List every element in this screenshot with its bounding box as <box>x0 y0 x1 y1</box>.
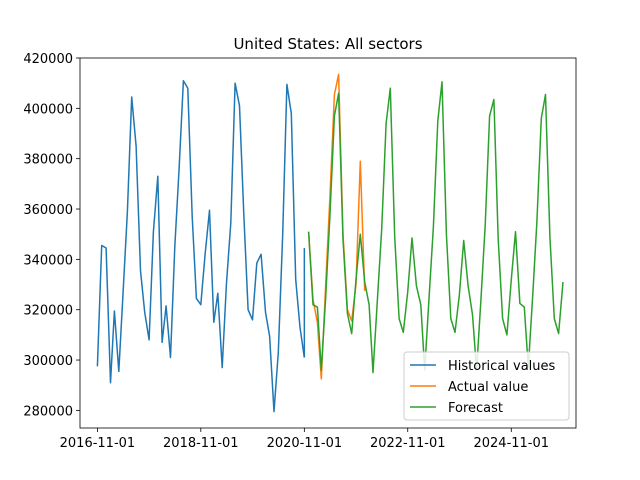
y-tick-label: 360000 <box>23 203 73 218</box>
legend-label-forecast: Forecast <box>448 401 503 416</box>
x-tick-label: 2022-11-01 <box>370 436 446 451</box>
series-line-historical-values <box>96 79 306 413</box>
legend-label-historical: Historical values <box>448 359 556 374</box>
tick-layer: 2016-11-01 2018-11-01 2020-11-01 2022-11-01… <box>23 52 549 451</box>
y-tick-label: 300000 <box>23 354 73 369</box>
y-tick-label: 340000 <box>23 253 73 268</box>
y-tick-label: 320000 <box>23 304 73 319</box>
series-layer <box>96 73 564 413</box>
x-tick-label: 2016-11-01 <box>60 436 136 451</box>
legend-label-actual: Actual value <box>448 380 528 395</box>
legend-box <box>403 351 570 421</box>
y-tick-label: 420000 <box>23 52 73 67</box>
series-line-forecast <box>307 81 564 374</box>
x-tick-label: 2024-11-01 <box>473 436 549 451</box>
x-tick-label: 2018-11-01 <box>163 436 239 451</box>
chart-title: United States: All sectors <box>233 35 422 53</box>
y-tick-label: 400000 <box>23 102 73 117</box>
y-tick-label: 380000 <box>23 153 73 168</box>
x-tick-label: 2020-11-01 <box>267 436 343 451</box>
y-tick-label: 280000 <box>23 404 73 419</box>
legend: Historical values Actual value Forecast <box>403 351 570 421</box>
plot-frame <box>79 57 577 429</box>
